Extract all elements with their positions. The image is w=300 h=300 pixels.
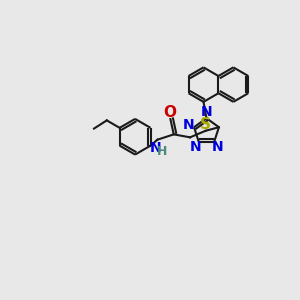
Text: N: N — [183, 118, 194, 132]
Text: H: H — [157, 145, 167, 158]
Text: O: O — [163, 105, 176, 120]
Text: S: S — [200, 117, 211, 132]
Text: N: N — [212, 140, 224, 154]
Text: N: N — [150, 141, 162, 155]
Text: N: N — [190, 140, 201, 154]
Text: N: N — [201, 105, 212, 119]
